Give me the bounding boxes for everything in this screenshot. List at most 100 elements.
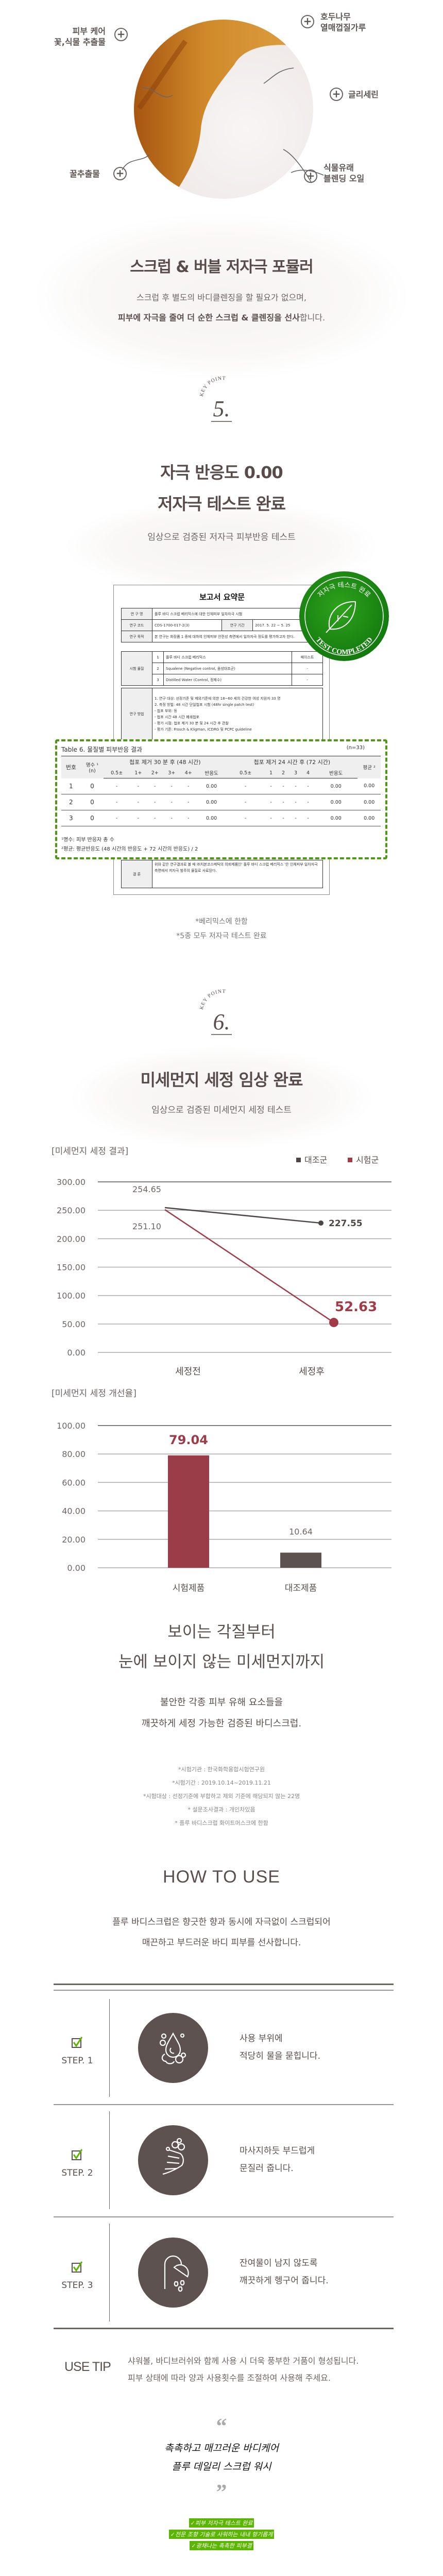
sub-header: 0.5± [104, 768, 130, 778]
table-row: 1 0- - - - -0.00- - - - -0.00 0.00 [61, 778, 381, 794]
data-point [329, 1317, 338, 1327]
step-text: 마사지하듯 부드럽게 문질러 줍니다. [240, 2142, 315, 2177]
formula-line2-rest: 합니다. [299, 313, 326, 323]
visible-title-2: 눈에 보이지 않는 미세먼지까지 [118, 1653, 325, 1671]
y-tick-label: 150.00 [57, 1263, 86, 1273]
table-cell: 0.00 [196, 778, 227, 794]
plus-icon: + [301, 15, 314, 28]
data-label: 227.55 [329, 1218, 363, 1229]
table-cell: - [104, 778, 130, 794]
table-cell: - [302, 778, 315, 794]
table-cell: - [289, 778, 302, 794]
sub-header: 0.5± [226, 768, 265, 778]
irritation-subtitle: 임상으로 검증된 저자극 피부반응 테스트 [147, 532, 296, 543]
feature-tag: ✓피부 저자극 테스트 완료 [189, 2518, 254, 2528]
col-header-text: 명수 ¹ [86, 762, 99, 768]
cell: CDS-1700-017-2(3) [151, 619, 223, 631]
data-label: 251.10 [132, 1222, 161, 1231]
step-text-line: 문질러 줍니다. [240, 2163, 294, 2174]
table-cell: - [265, 778, 278, 794]
scrub-texture-image [122, 20, 324, 199]
table-cell: 0.00 [357, 810, 381, 826]
table-cell: - [104, 794, 130, 810]
svg-text:KEY POINT: KEY POINT [199, 989, 226, 1010]
ingredient-oil: 식물유래 블렌딩 오일 [323, 162, 364, 184]
plus-icon: + [330, 88, 343, 101]
ingredient-glycerin: 글리세린 [348, 90, 379, 99]
col-header: 명수 ¹ (n) [80, 756, 104, 778]
test-note: *시험기관 : 한국화학융합시험연구원 [178, 1766, 265, 1773]
shower-icon [138, 2238, 208, 2308]
arrow-walnut [263, 67, 294, 84]
arrow-skin-care [141, 87, 173, 98]
cell: Distilled Water (Control, 정제수) [163, 674, 292, 686]
data-label: 254.65 [132, 1184, 161, 1194]
data-label: 52.63 [335, 1299, 377, 1315]
open-quote-icon: “ [216, 2415, 227, 2438]
method-line: 2. 측정 방법: 48 시간 단일첩포 시험 (48hr single pat… [155, 702, 254, 707]
table-cell: - [289, 794, 302, 810]
table-cell: - [302, 810, 315, 826]
ingredient-line: 열매껍질가루 [320, 23, 366, 32]
legend-label: 시험군 [356, 1155, 379, 1165]
y-tick-label: 20.00 [62, 1535, 86, 1545]
plus-icon: + [113, 167, 127, 180]
test-note: *시험기간 : 2019.10.14~2019.11.21 [172, 1780, 271, 1786]
method-line: - 첩포 부위: 등 [155, 708, 177, 713]
quote-line-2: 플루 데일리 스크럽 워시 [172, 2461, 271, 2472]
table-cell: 0 [80, 794, 104, 810]
x-tick-label: 시험제품 [173, 1583, 205, 1594]
method-line: 1. 연구 대상: 선정기준 및 제외기준에 의한 18~60 세의 건강한 여… [155, 696, 281, 701]
table6-footnote-2: ²평균: 평균반응도 (48 시간의 반응도 + 72 시간의 반응도) / 2 [61, 846, 198, 852]
table-cell: 0.00 [196, 810, 227, 826]
step-label-text: STEP. 2 [61, 2168, 93, 2178]
arrow-honey [122, 154, 150, 171]
step-label-text: STEP. 3 [61, 2280, 93, 2291]
leaf-icon [326, 601, 356, 633]
cell: 1 [152, 651, 164, 663]
cell: 2 [152, 663, 164, 674]
svg-text:KEY POINT: KEY POINT [199, 376, 226, 397]
step-label: STEP. 2 [52, 2148, 103, 2178]
how-to-use-desc-2: 매끈하고 부드러운 바디 피부를 선사합니다. [142, 1938, 301, 1948]
water-drop-bubbles-icon [138, 2013, 208, 2083]
visible-desc-1: 불안한 각종 피부 유해 요소들을 [160, 1697, 283, 1708]
materials-table: 시험 물질 1 플루 바디 스크럽 베리믹스 페이스트 2 Squalene (Nega… [121, 651, 323, 686]
ingredient-walnut: 호두나무 열매껍질가루 [320, 11, 366, 33]
step-divider [109, 2111, 110, 2209]
conclusion-table: 결 론 위와 같은 연구결과로 볼 때 ㈜치본코스메틱의 의뢰제품인' 플루 바디… [121, 860, 323, 888]
step-divider [109, 1999, 110, 2097]
method-line: - 첩포 시간 48 시간 폐쇄첩포 [155, 715, 199, 719]
cell: 플루 바디 스크럽 베리믹스 [163, 651, 292, 663]
group-header: 첩포 제거 30 분 후 (48 시간) [104, 756, 227, 768]
use-tip-line-2: 피부 상태에 따라 양과 사용횟수를 조절하여 사용해 주세요. [128, 2373, 331, 2383]
report-title: 보고서 요약문 [199, 592, 245, 602]
bar-value-label: 10.64 [289, 1527, 313, 1537]
sub-header: 반응도 [196, 768, 227, 778]
table-cell: - [277, 778, 290, 794]
feature-tag: ✓전문 조향 기술로 사워하는 내내 향기롭게 [168, 2530, 275, 2539]
y-tick-label: 250.00 [57, 1206, 86, 1215]
ingredient-line: 피부 케어 [72, 26, 106, 36]
test-note: * 설문조사결과 : 개인차있음 [188, 1806, 255, 1813]
cell: 시험 물질 [121, 651, 152, 686]
step-text-line: 깨끗하게 헹구어 줍니다. [240, 2276, 329, 2286]
sub-header: 4+ [180, 768, 197, 778]
plus-icon: + [114, 28, 128, 41]
table-cell: 0 [80, 810, 104, 826]
quote-line-1: 촉촉하고 매끄러운 바디케어 [164, 2443, 279, 2454]
chart-title: [미세먼지 세정 개선율] [52, 1388, 137, 1399]
bar-value-label: 79.04 [169, 1433, 208, 1447]
table-cell: - [289, 810, 302, 826]
cell: - [292, 663, 323, 674]
cell: 연 구 명 [121, 608, 152, 620]
ingredient-line: 블렌딩 오일 [323, 174, 365, 183]
cell: 3 [152, 674, 164, 686]
dust-result-line-chart: [미세먼지 세정 결과] 대조군 시험군 0.00 50.00 100.00 150.00 2… [52, 1146, 391, 1377]
cell: 연구 방법 [121, 688, 152, 740]
divider [54, 2328, 394, 2329]
table-cell: 0.00 [314, 778, 358, 794]
ingredient-skin-care: 피부 케어 꽃,식물 추출물 [41, 26, 106, 47]
y-tick-label: 100.00 [57, 1291, 86, 1301]
table6-footnote-1: ¹명수: 피부 반응자 총 수 [61, 837, 114, 843]
